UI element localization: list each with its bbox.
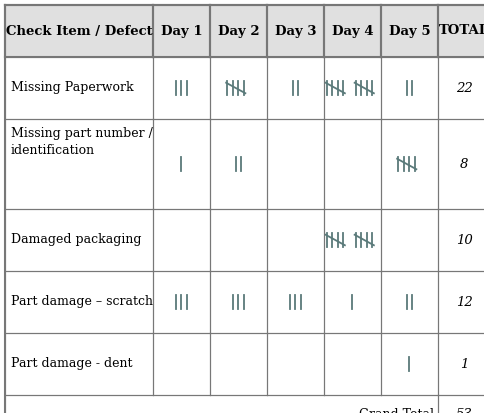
Bar: [380, 333, 437, 395]
Bar: [380, 57, 437, 119]
Bar: [152, 5, 210, 57]
Text: Part damage – scratch: Part damage – scratch: [11, 295, 152, 309]
Text: Day 1: Day 1: [160, 24, 202, 38]
Bar: [323, 209, 380, 271]
Bar: [152, 209, 210, 271]
Bar: [437, 395, 484, 413]
Text: Check Item / Defect: Check Item / Defect: [6, 24, 152, 38]
Bar: [210, 119, 267, 209]
Text: 8: 8: [459, 157, 467, 171]
Bar: [380, 119, 437, 209]
Bar: [5, 5, 152, 57]
Text: 53: 53: [454, 408, 471, 413]
Bar: [210, 271, 267, 333]
Text: Day 3: Day 3: [274, 24, 316, 38]
Bar: [437, 57, 484, 119]
Bar: [5, 271, 152, 333]
Text: Day 5: Day 5: [388, 24, 429, 38]
Bar: [267, 271, 323, 333]
Text: TOTAL: TOTAL: [438, 24, 484, 38]
Bar: [152, 57, 210, 119]
Bar: [152, 119, 210, 209]
Text: Day 4: Day 4: [331, 24, 373, 38]
Text: Missing Paperwork: Missing Paperwork: [11, 81, 134, 95]
Text: 12: 12: [454, 295, 471, 309]
Bar: [323, 5, 380, 57]
Bar: [437, 119, 484, 209]
Bar: [267, 5, 323, 57]
Text: 10: 10: [454, 233, 471, 247]
Bar: [437, 271, 484, 333]
Bar: [380, 271, 437, 333]
Bar: [267, 119, 323, 209]
Bar: [5, 209, 152, 271]
Bar: [323, 333, 380, 395]
Bar: [152, 271, 210, 333]
Text: Damaged packaging: Damaged packaging: [11, 233, 141, 247]
Bar: [5, 395, 437, 413]
Bar: [437, 5, 484, 57]
Bar: [210, 5, 267, 57]
Text: Day 2: Day 2: [217, 24, 259, 38]
Bar: [5, 119, 152, 209]
Bar: [210, 209, 267, 271]
Text: 1: 1: [459, 358, 467, 370]
Bar: [210, 333, 267, 395]
Bar: [437, 209, 484, 271]
Bar: [267, 57, 323, 119]
Bar: [323, 119, 380, 209]
Bar: [437, 333, 484, 395]
Bar: [5, 57, 152, 119]
Bar: [323, 271, 380, 333]
Bar: [267, 209, 323, 271]
Text: Grand Total: Grand Total: [358, 408, 433, 413]
Bar: [380, 5, 437, 57]
Text: Missing part number /
identification: Missing part number / identification: [11, 126, 152, 157]
Bar: [323, 57, 380, 119]
Text: Part damage - dent: Part damage - dent: [11, 358, 132, 370]
Bar: [210, 57, 267, 119]
Bar: [380, 209, 437, 271]
Text: 22: 22: [454, 81, 471, 95]
Bar: [267, 333, 323, 395]
Bar: [5, 333, 152, 395]
Bar: [152, 333, 210, 395]
